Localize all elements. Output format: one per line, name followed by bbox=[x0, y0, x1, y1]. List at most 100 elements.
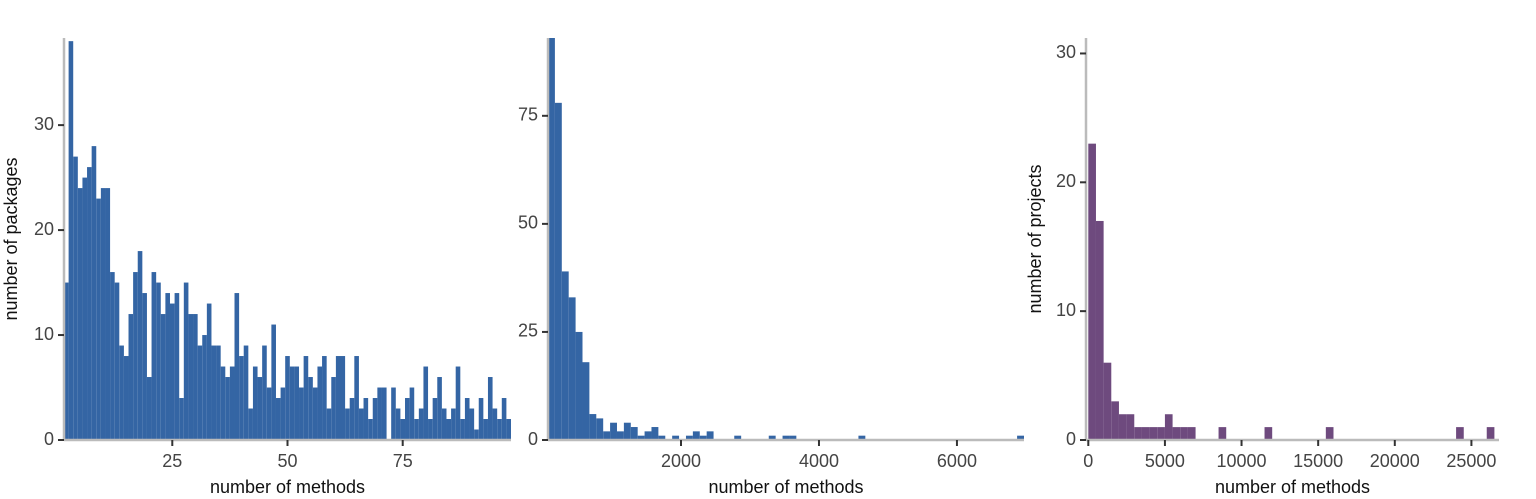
bar bbox=[706, 431, 714, 440]
bar bbox=[271, 324, 276, 440]
bar bbox=[64, 282, 69, 440]
bar bbox=[395, 408, 401, 440]
bar bbox=[183, 282, 189, 440]
bar bbox=[358, 408, 364, 440]
bar bbox=[1088, 143, 1096, 440]
bar bbox=[165, 293, 170, 440]
bar bbox=[1172, 427, 1181, 440]
y-tick-label: 25 bbox=[518, 321, 538, 341]
bar bbox=[220, 366, 226, 440]
y-tick-label: 30 bbox=[34, 114, 54, 134]
bar bbox=[589, 414, 597, 440]
bar bbox=[858, 435, 866, 440]
bar bbox=[174, 293, 180, 440]
bar bbox=[692, 431, 700, 440]
bar bbox=[345, 408, 350, 440]
bar bbox=[322, 356, 327, 440]
y-tick-label: 0 bbox=[44, 429, 54, 449]
bar bbox=[497, 419, 502, 440]
bar bbox=[1118, 414, 1127, 440]
x-tick-label: 75 bbox=[393, 451, 413, 471]
bar bbox=[474, 429, 479, 440]
x-tick-label: 20000 bbox=[1370, 451, 1420, 471]
x-tick-label: 50 bbox=[277, 451, 297, 471]
bar bbox=[651, 427, 659, 440]
bar bbox=[381, 387, 387, 440]
bar bbox=[216, 345, 221, 440]
bar bbox=[372, 398, 378, 440]
bar bbox=[1017, 435, 1024, 440]
y-tick-label: 20 bbox=[34, 219, 54, 239]
bar bbox=[317, 366, 323, 440]
bar bbox=[1187, 427, 1196, 440]
bar bbox=[354, 356, 359, 440]
bar bbox=[160, 314, 166, 440]
bar bbox=[142, 293, 147, 440]
bar bbox=[96, 198, 101, 440]
bar bbox=[734, 435, 742, 440]
bar bbox=[405, 398, 410, 440]
bar bbox=[146, 377, 152, 440]
bar bbox=[1164, 414, 1173, 440]
bar bbox=[87, 167, 92, 441]
bar bbox=[349, 398, 355, 440]
bar bbox=[451, 408, 456, 440]
x-tick-label: 6000 bbox=[937, 451, 977, 471]
bar bbox=[202, 335, 207, 440]
x-tick-label: 4000 bbox=[799, 451, 839, 471]
bar bbox=[91, 146, 97, 440]
bar bbox=[188, 314, 194, 440]
bar bbox=[1095, 220, 1104, 440]
bar bbox=[363, 398, 369, 440]
bar bbox=[266, 387, 272, 440]
bar bbox=[568, 297, 576, 440]
bar bbox=[437, 377, 442, 440]
bar bbox=[630, 427, 638, 440]
y-tick-label: 10 bbox=[1056, 300, 1076, 320]
bar bbox=[331, 377, 336, 440]
bar bbox=[460, 419, 465, 440]
bar bbox=[478, 398, 484, 440]
bar bbox=[1486, 427, 1495, 440]
bar bbox=[623, 422, 631, 440]
bar bbox=[658, 435, 666, 440]
x-tick-label: 15000 bbox=[1293, 451, 1343, 471]
bar bbox=[82, 177, 88, 441]
bar bbox=[77, 188, 83, 440]
bar bbox=[156, 282, 161, 440]
bar bbox=[368, 419, 373, 440]
bar bbox=[252, 366, 258, 440]
y-tick-label: 20 bbox=[1056, 171, 1076, 191]
bar bbox=[637, 435, 645, 440]
x-axis-label: number of methods bbox=[210, 477, 365, 497]
bar bbox=[193, 314, 198, 440]
bar bbox=[68, 41, 74, 440]
bar bbox=[782, 435, 790, 440]
bar bbox=[211, 345, 217, 440]
bar bbox=[400, 419, 406, 440]
bar bbox=[1325, 427, 1334, 440]
bar bbox=[575, 331, 583, 440]
bar bbox=[225, 377, 230, 440]
bar bbox=[377, 387, 382, 440]
bar bbox=[285, 356, 290, 440]
bar bbox=[610, 422, 617, 440]
bar bbox=[644, 431, 652, 440]
bar bbox=[428, 419, 433, 440]
bar bbox=[262, 345, 267, 440]
bar bbox=[197, 345, 203, 440]
bar bbox=[229, 366, 235, 440]
bar bbox=[464, 398, 470, 440]
y-tick-label: 10 bbox=[34, 324, 54, 344]
bar bbox=[234, 293, 240, 440]
bar bbox=[239, 356, 244, 440]
y-tick-label: 0 bbox=[528, 429, 538, 449]
bar bbox=[243, 345, 249, 440]
bar bbox=[596, 418, 604, 440]
bar bbox=[335, 356, 341, 440]
y-tick-label: 0 bbox=[1066, 429, 1076, 449]
y-tick-label: 75 bbox=[518, 105, 538, 125]
bar bbox=[137, 251, 143, 440]
bar bbox=[768, 435, 776, 440]
